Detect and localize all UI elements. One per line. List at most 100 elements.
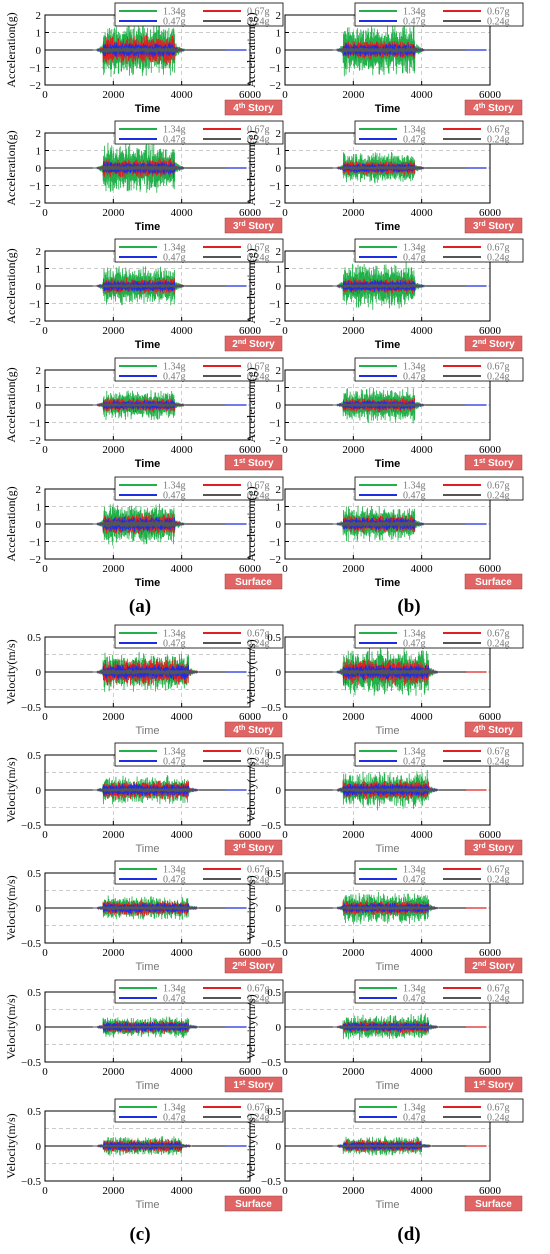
series-line-0.47g bbox=[92, 902, 199, 914]
y-tick-label: 0 bbox=[36, 163, 42, 175]
legend-label: 0.24g bbox=[247, 372, 270, 383]
x-tick-label: 2000 bbox=[102, 947, 125, 959]
y-tick-label: −1 bbox=[29, 181, 41, 193]
x-axis-label: Time bbox=[375, 725, 399, 737]
series-line-1.34g bbox=[332, 386, 426, 424]
series-line-1.34g bbox=[332, 505, 426, 542]
series-line-0.67g bbox=[92, 658, 199, 686]
y-tick-label: 0 bbox=[36, 667, 42, 679]
series-line-0.47g bbox=[332, 1141, 432, 1151]
x-axis-label: Time bbox=[375, 458, 400, 470]
legend-label: 0.67g bbox=[487, 865, 510, 876]
series-line-0.67g bbox=[92, 1020, 199, 1035]
series-line-0.24g bbox=[92, 1024, 199, 1030]
series-line-0.47g bbox=[332, 43, 426, 57]
y-tick-label: 1 bbox=[36, 383, 42, 395]
y-tick-label: 0 bbox=[36, 45, 42, 57]
y-tick-label: −0.5 bbox=[261, 1176, 281, 1188]
chart-d-1st-story: −0.500.50 2000 4000 6000Velocity(m/s)Time1.… bbox=[244, 979, 524, 1093]
y-tick-label: 1 bbox=[36, 146, 42, 158]
legend-label: 0.24g bbox=[247, 1113, 270, 1124]
legend-label: 0.24g bbox=[487, 757, 510, 768]
legend-label: 0.24g bbox=[247, 17, 270, 28]
x-axis-label: Time bbox=[375, 1080, 399, 1092]
legend-label: 0.67g bbox=[247, 243, 270, 254]
series-line-1.34g bbox=[92, 142, 186, 193]
x-tick-label: 0 bbox=[282, 89, 288, 101]
y-tick-label: 0 bbox=[276, 281, 282, 293]
x-tick-label: 6000 bbox=[479, 711, 502, 723]
story-badge bbox=[464, 573, 523, 590]
story-badge bbox=[224, 335, 283, 352]
story-badge-label: 4th Story bbox=[233, 103, 274, 114]
legend-label: 0.47g bbox=[163, 491, 186, 502]
x-tick-label: 6000 bbox=[479, 89, 502, 101]
y-tick-label: 2 bbox=[36, 10, 42, 22]
chart-c-surface: −0.500.50 2000 4000 6000Velocity(m/s)Time1.… bbox=[4, 1098, 284, 1212]
legend-label: 1.34g bbox=[403, 481, 426, 492]
y-tick-label: −1 bbox=[269, 181, 281, 193]
chart-d-surface: −0.500.50 2000 4000 6000Velocity(m/s)Time1.… bbox=[244, 1098, 524, 1212]
legend-label: 0.24g bbox=[247, 135, 270, 146]
legend-label: 1.34g bbox=[163, 243, 186, 254]
series-line-0.24g bbox=[332, 787, 439, 793]
legend-label: 1.34g bbox=[403, 125, 426, 136]
x-tick-label: 2000 bbox=[102, 1185, 125, 1197]
story-badge bbox=[464, 721, 523, 738]
y-tick-label: 0.5 bbox=[267, 868, 281, 880]
y-tick-label: −1 bbox=[29, 418, 41, 430]
story-badge bbox=[224, 957, 283, 974]
x-tick-label: 2000 bbox=[102, 563, 125, 575]
y-axis-label: Acceleration(g) bbox=[4, 486, 18, 561]
legend-label: 0.24g bbox=[487, 17, 510, 28]
y-axis-label: Acceleration(g) bbox=[244, 486, 258, 561]
story-badge bbox=[224, 1076, 283, 1093]
series-line-1.34g bbox=[332, 1135, 433, 1156]
series-line-0.67g bbox=[92, 899, 199, 917]
y-axis-label: Acceleration(g) bbox=[244, 367, 258, 442]
legend-label: 0.24g bbox=[247, 757, 270, 768]
y-tick-label: 0.5 bbox=[27, 750, 41, 762]
x-tick-label: 4000 bbox=[171, 207, 194, 219]
x-tick-label: 2000 bbox=[102, 1066, 125, 1078]
series-line-0.47g bbox=[92, 400, 186, 410]
x-tick-label: 4000 bbox=[411, 947, 434, 959]
legend-label: 0.24g bbox=[487, 135, 510, 146]
x-tick-label: 0 bbox=[42, 1066, 48, 1078]
story-badge-label: 2nd Story bbox=[472, 339, 515, 350]
series-line-0.67g bbox=[92, 277, 186, 295]
legend-label: 0.24g bbox=[247, 253, 270, 264]
series-line-0.47g bbox=[92, 1021, 199, 1033]
series-line-0.47g bbox=[332, 163, 426, 174]
x-tick-label: 6000 bbox=[239, 1066, 262, 1078]
y-tick-label: 1 bbox=[276, 28, 282, 40]
x-tick-label: 0 bbox=[42, 89, 48, 101]
series-line-1.34g bbox=[92, 503, 186, 546]
legend-label: 1.34g bbox=[403, 865, 426, 876]
series-line-1.34g bbox=[92, 1016, 199, 1039]
legend-label: 1.34g bbox=[403, 1103, 426, 1114]
y-tick-label: −0.5 bbox=[21, 1057, 41, 1069]
series-line-1.34g bbox=[332, 769, 439, 811]
series-line-0.47g bbox=[92, 783, 199, 797]
legend-label: 0.47g bbox=[163, 994, 186, 1005]
x-tick-label: 6000 bbox=[239, 563, 262, 575]
y-tick-label: −2 bbox=[29, 316, 41, 328]
series-line-1.34g bbox=[332, 261, 426, 310]
x-tick-label: 4000 bbox=[411, 444, 434, 456]
legend-label: 0.47g bbox=[163, 1113, 186, 1124]
y-tick-label: −0.5 bbox=[261, 1057, 281, 1069]
series-line-0.24g bbox=[92, 283, 186, 289]
legend-label: 0.67g bbox=[247, 747, 270, 758]
y-tick-label: 1 bbox=[36, 264, 42, 276]
y-tick-label: 0 bbox=[36, 1022, 42, 1034]
series-line-1.34g bbox=[92, 21, 186, 77]
x-tick-label: 4000 bbox=[411, 563, 434, 575]
x-tick-label: 4000 bbox=[411, 89, 434, 101]
legend-label: 0.47g bbox=[163, 757, 186, 768]
x-tick-label: 4000 bbox=[411, 1066, 434, 1078]
story-badge bbox=[224, 99, 283, 116]
legend-label: 0.47g bbox=[163, 135, 186, 146]
x-tick-label: 2000 bbox=[342, 829, 365, 841]
x-tick-label: 0 bbox=[42, 947, 48, 959]
